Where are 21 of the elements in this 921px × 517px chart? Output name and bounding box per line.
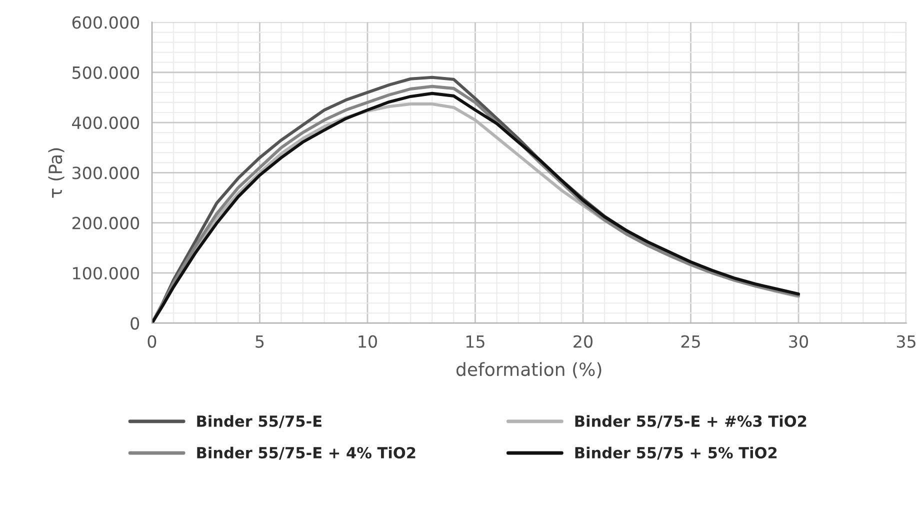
x-tick-label: 35: [896, 335, 916, 348]
legend-label: Binder 55/75-E + 4% TiO2: [197, 446, 416, 460]
x-axis-title: deformation (%): [456, 362, 602, 378]
x-tick-label: 25: [681, 335, 700, 348]
x-tick-label: 20: [574, 335, 592, 348]
y-tick-label: 200.000: [72, 216, 140, 230]
y-tick-label: 400.000: [72, 116, 140, 130]
legend-label: Binder 55/75-E + #%3 TiO2: [575, 415, 806, 428]
y-tick-label: 500.000: [72, 66, 140, 79]
y-axis-title: τ (Pa): [48, 148, 64, 198]
x-tick-label: 15: [466, 335, 484, 348]
legend-label: Binder 55/75 + 5% TiO2: [575, 446, 777, 460]
y-tick-label: 0: [130, 317, 140, 330]
x-tick-label: 30: [789, 335, 808, 348]
legend-label: Binder 55/75-E: [197, 415, 322, 428]
y-tick-label: 100.000: [73, 266, 140, 280]
y-tick-label: 600.000: [72, 16, 140, 29]
x-tick-label: 0: [148, 335, 156, 348]
y-tick-label: 300.000: [72, 166, 140, 180]
x-tick-label: 10: [358, 335, 377, 348]
x-tick-label: 5: [256, 335, 264, 348]
